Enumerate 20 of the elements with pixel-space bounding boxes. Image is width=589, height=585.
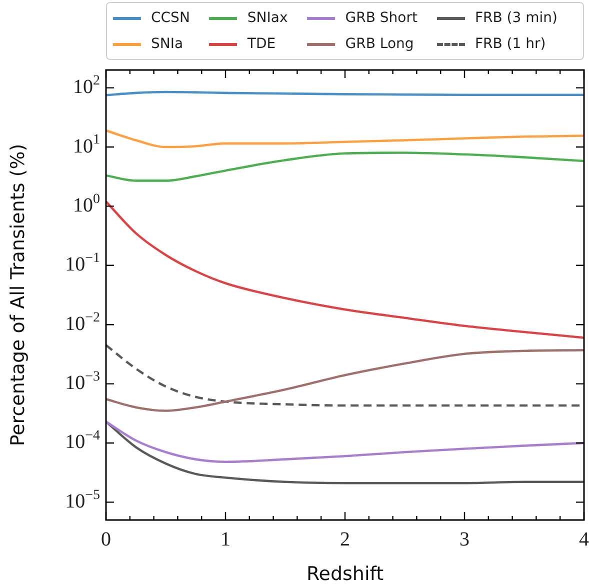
line-series xyxy=(106,200,584,339)
legend-label: FRB (1 hr) xyxy=(474,36,546,52)
x-tick-label: 1 xyxy=(220,528,230,550)
legend-label: SNIa xyxy=(151,36,184,52)
line-series xyxy=(106,152,584,182)
legend-label: GRB Short xyxy=(345,10,418,26)
line-series xyxy=(106,129,584,148)
x-axis-title: Redshift xyxy=(306,563,384,585)
legend-label: SNIax xyxy=(247,10,288,26)
x-tick-label: 4 xyxy=(579,528,589,550)
legend-label: GRB Long xyxy=(345,36,414,52)
legend-label: TDE xyxy=(247,36,276,52)
line-series xyxy=(106,420,584,464)
x-tick-label: 0 xyxy=(101,528,111,550)
legend-label: CCSN xyxy=(151,10,190,26)
x-tick-label: 3 xyxy=(460,528,470,550)
y-axis-title: Percentage of All Transients (%) xyxy=(7,144,29,446)
legend-label: FRB (3 min) xyxy=(474,10,558,26)
line-series xyxy=(106,349,584,412)
x-tick-label: 2 xyxy=(340,528,350,550)
